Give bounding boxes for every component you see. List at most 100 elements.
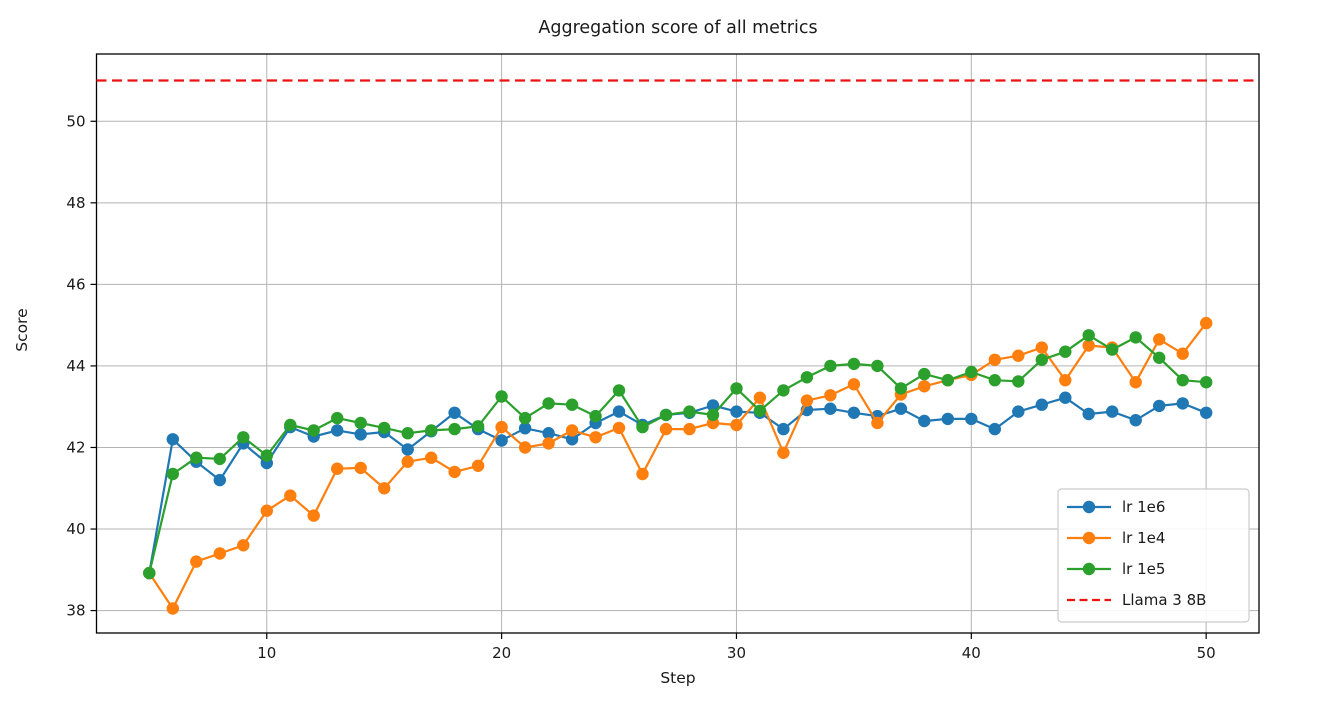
- point-lr-1e5-step-17: [425, 424, 438, 437]
- point-lr-1e4-step-32: [777, 446, 790, 459]
- point-lr-1e5-step-43: [1035, 353, 1049, 366]
- point-lr-1e4-step-12: [307, 509, 320, 522]
- point-lr-1e5-step-28: [683, 405, 696, 418]
- point-lr-1e5-step-24: [589, 409, 602, 423]
- point-lr-1e4-step-48: [1153, 333, 1166, 346]
- point-lr-1e5-step-9: [237, 431, 250, 444]
- legend-label-lr-1e6: lr 1e6: [1122, 498, 1165, 516]
- point-lr-1e4-step-25: [612, 421, 626, 435]
- point-lr-1e4-step-47: [1129, 376, 1142, 389]
- point-lr-1e5-step-29: [706, 408, 720, 422]
- point-lr-1e4-step-26: [636, 467, 649, 481]
- legend-marker-lr-1e4: [1082, 531, 1096, 545]
- point-lr-1e6-step-43: [1035, 398, 1049, 411]
- point-lr-1e4-step-24: [589, 431, 602, 444]
- legend-label-lr-1e5: lr 1e5: [1122, 560, 1165, 578]
- legend-item-lr-1e4: lr 1e4: [1067, 529, 1165, 547]
- point-lr-1e4-step-36: [871, 416, 884, 430]
- point-lr-1e6-step-22: [542, 427, 555, 440]
- point-lr-1e4-step-45: [1082, 339, 1095, 352]
- point-lr-1e5-step-30: [730, 382, 743, 395]
- point-lr-1e5-step-12: [307, 424, 320, 437]
- point-lr-1e4-step-23: [565, 424, 579, 437]
- point-lr-1e6-step-41: [988, 422, 1001, 436]
- series-line-lr-1e5: [148, 334, 1208, 575]
- point-lr-1e5-step-33: [800, 371, 814, 384]
- point-lr-1e5-step-23: [565, 398, 579, 411]
- y-axis-label: Score: [13, 308, 31, 351]
- point-lr-1e4-step-30: [730, 418, 743, 432]
- point-lr-1e4-step-6: [166, 602, 179, 615]
- point-lr-1e4-step-28: [683, 422, 696, 436]
- point-lr-1e5-step-27: [659, 408, 673, 422]
- point-lr-1e6-step-47: [1129, 414, 1142, 427]
- point-lr-1e6-step-44: [1059, 391, 1072, 404]
- point-lr-1e4-step-50: [1200, 316, 1213, 330]
- point-lr-1e4-step-15: [378, 482, 391, 495]
- point-lr-1e4-step-20: [495, 420, 508, 434]
- y-tick-label-42: 42: [66, 438, 85, 456]
- point-lr-1e4-step-34: [824, 389, 837, 402]
- point-lr-1e6-step-32: [777, 422, 790, 436]
- x-tick-label-30: 30: [727, 644, 746, 662]
- point-lr-1e4-step-16: [401, 455, 414, 468]
- point-lr-1e6-step-18: [448, 406, 461, 419]
- legend-marker-lr-1e5: [1082, 562, 1096, 576]
- point-lr-1e6-step-29: [706, 399, 720, 412]
- point-lr-1e5-step-50: [1200, 376, 1213, 389]
- point-lr-1e4-step-31: [753, 391, 767, 404]
- point-lr-1e5-step-13: [331, 411, 344, 425]
- x-tick-label-20: 20: [492, 644, 511, 662]
- point-lr-1e5-step-38: [918, 367, 931, 381]
- point-lr-1e6-step-42: [1012, 405, 1025, 418]
- point-lr-1e6-step-25: [612, 405, 626, 418]
- point-lr-1e5-step-34: [824, 359, 837, 373]
- legend-item-llama-3-8b: Llama 3 8B: [1067, 591, 1206, 609]
- series-line-lr-1e6: [148, 396, 1208, 575]
- legend-box: [1057, 488, 1250, 623]
- series-line-lr-1e4: [148, 322, 1208, 610]
- point-lr-1e5-step-22: [542, 397, 555, 410]
- point-lr-1e4-step-19: [471, 459, 485, 472]
- point-lr-1e4-step-49: [1176, 347, 1189, 360]
- point-lr-1e6-step-40: [965, 412, 978, 426]
- point-lr-1e5-step-6: [166, 467, 179, 481]
- point-lr-1e5-step-41: [988, 374, 1001, 387]
- point-lr-1e5-step-44: [1059, 345, 1072, 358]
- point-lr-1e5-step-42: [1012, 375, 1025, 388]
- point-lr-1e5-step-26: [636, 420, 649, 434]
- point-lr-1e4-step-18: [448, 465, 461, 479]
- point-lr-1e6-step-50: [1200, 406, 1213, 419]
- point-lr-1e4-step-41: [988, 353, 1001, 366]
- point-lr-1e6-step-6: [166, 433, 179, 446]
- point-lr-1e4-step-43: [1035, 341, 1049, 354]
- point-lr-1e4-step-11: [284, 489, 297, 502]
- y-tick-label-50: 50: [66, 112, 85, 130]
- point-lr-1e4-step-13: [331, 462, 344, 475]
- y-tick-label-38: 38: [66, 602, 85, 620]
- legend-item-lr-1e6: lr 1e6: [1067, 498, 1165, 516]
- point-lr-1e5-step-31: [753, 404, 767, 417]
- point-lr-1e5-step-5: [143, 566, 156, 580]
- legend-item-lr-1e5: lr 1e5: [1067, 560, 1165, 578]
- x-axis-label: Step: [660, 669, 695, 687]
- point-lr-1e5-step-20: [495, 390, 508, 403]
- point-lr-1e5-step-49: [1176, 374, 1189, 387]
- legend: lr 1e6 lr 1e4 lr 1e5 Llama 3 8B: [1057, 488, 1250, 623]
- point-lr-1e5-step-15: [378, 421, 391, 435]
- point-lr-1e5-step-47: [1129, 331, 1142, 344]
- point-lr-1e5-step-25: [612, 384, 626, 397]
- point-lr-1e4-step-35: [847, 378, 861, 391]
- point-lr-1e6-step-45: [1082, 407, 1095, 421]
- point-lr-1e4-step-21: [518, 441, 532, 454]
- point-lr-1e5-step-7: [190, 451, 203, 464]
- point-lr-1e5-step-8: [213, 452, 226, 466]
- legend-marker-lr-1e6: [1082, 500, 1096, 514]
- point-lr-1e5-step-46: [1106, 343, 1119, 356]
- point-lr-1e5-step-16: [401, 427, 414, 440]
- y-tick-label-48: 48: [66, 194, 85, 212]
- x-tick-label-10: 10: [257, 644, 276, 662]
- point-lr-1e6-step-8: [213, 473, 226, 487]
- point-lr-1e5-step-39: [941, 374, 954, 387]
